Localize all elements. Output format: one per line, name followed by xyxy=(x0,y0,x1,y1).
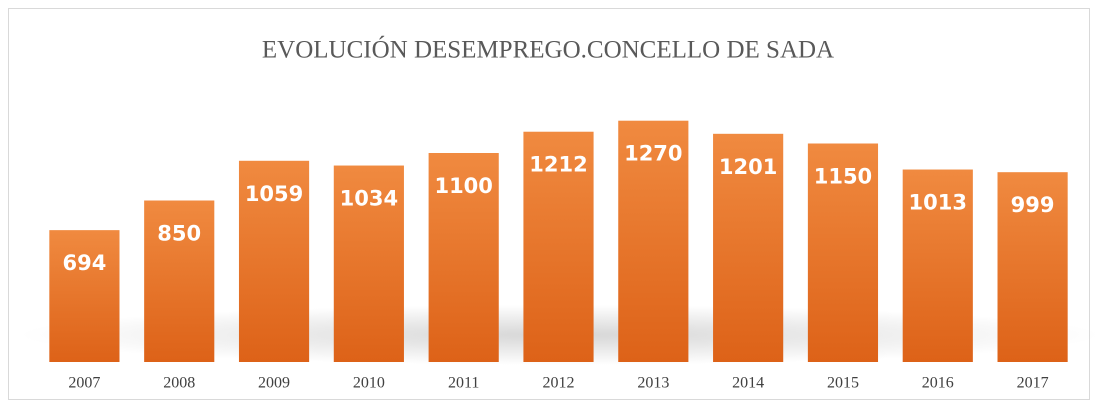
bar xyxy=(144,200,215,362)
x-tick-label: 2017 xyxy=(1017,375,1049,392)
data-label: 1150 xyxy=(814,165,872,189)
x-tick-label: 2013 xyxy=(637,375,669,392)
x-tick-label: 2011 xyxy=(448,375,479,392)
data-label: 1100 xyxy=(434,174,492,198)
chart-title: EVOLUCIÓN DESEMPREGO.CONCELLO DE SADA xyxy=(262,36,834,64)
bar xyxy=(238,160,310,362)
data-label: 999 xyxy=(1011,193,1055,217)
data-label: 850 xyxy=(157,222,201,246)
bar xyxy=(523,131,594,362)
data-label: 1212 xyxy=(529,153,587,177)
data-label: 1059 xyxy=(245,182,303,206)
data-label: 1034 xyxy=(340,187,398,211)
bar xyxy=(902,169,973,362)
bar xyxy=(807,143,879,362)
data-label: 1201 xyxy=(719,155,777,179)
bar xyxy=(49,230,120,362)
x-tick-label: 2016 xyxy=(922,375,954,392)
data-label: 1270 xyxy=(624,142,682,166)
data-label: 694 xyxy=(62,251,106,275)
x-tick-label: 2015 xyxy=(827,375,859,392)
x-tick-label: 2007 xyxy=(68,375,100,392)
bar xyxy=(997,172,1068,362)
x-tick-label: 2009 xyxy=(258,375,290,392)
x-tick-label: 2010 xyxy=(353,375,385,392)
bar xyxy=(333,165,404,362)
bar xyxy=(713,133,784,362)
bar xyxy=(618,120,689,362)
x-tick-label: 2012 xyxy=(543,375,575,392)
data-label: 1013 xyxy=(909,191,967,215)
x-tick-label: 2014 xyxy=(732,375,764,392)
x-tick-label: 2008 xyxy=(163,375,195,392)
bar xyxy=(428,153,499,362)
